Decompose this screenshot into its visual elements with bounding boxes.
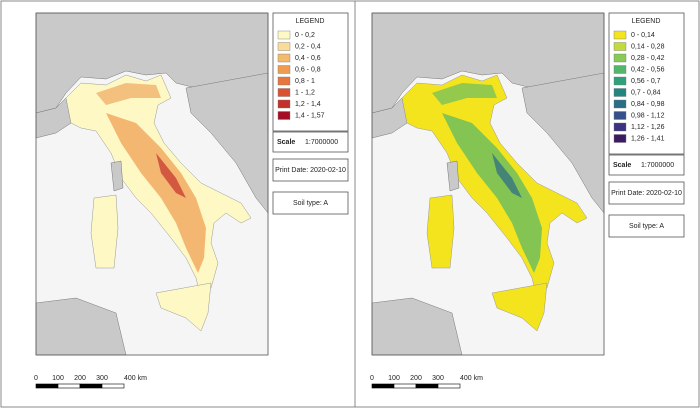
soil-type: Soil type: A bbox=[629, 223, 664, 230]
legend-swatch bbox=[277, 88, 291, 97]
scale-box bbox=[272, 131, 349, 153]
legend-label: 0,56 - 0,7 bbox=[631, 78, 661, 85]
legend-swatch bbox=[613, 30, 627, 40]
legend-label: 1,12 - 1,26 bbox=[631, 124, 665, 131]
scale-bar-segment bbox=[371, 383, 395, 389]
map-panel: LEGEND 0 - 0,14 0,14 - 0,28 0,28 - 0,42 0,42… bbox=[370, 12, 685, 389]
legend-swatch bbox=[613, 76, 627, 86]
scale-bar-segment bbox=[57, 383, 81, 389]
legend-swatch bbox=[613, 134, 627, 143]
legend-label: 0,6 - 0,8 bbox=[295, 66, 321, 73]
legend-title: LEGEND bbox=[296, 18, 325, 25]
legend-label: 0,28 - 0,42 bbox=[631, 55, 665, 62]
sardinia bbox=[90, 194, 119, 269]
corsica bbox=[110, 160, 124, 192]
scale-value: 1:7000000 bbox=[305, 139, 338, 146]
legend-swatch bbox=[613, 65, 627, 74]
print-date: Print Date: 2020-02-10 bbox=[611, 190, 682, 197]
mountains bbox=[442, 113, 542, 273]
scale-bar-label: 400 km bbox=[124, 375, 147, 382]
scale-bar-label: 0 bbox=[370, 375, 374, 382]
scale-box bbox=[608, 154, 685, 176]
sicily bbox=[491, 282, 548, 332]
print-date-box bbox=[608, 181, 685, 205]
scale-bar-segment bbox=[415, 383, 439, 389]
legend-label: 0,4 - 0,6 bbox=[295, 55, 321, 62]
legend-swatch bbox=[613, 42, 627, 51]
legend-label: 1 - 1,2 bbox=[295, 89, 315, 96]
scale-bar-segment bbox=[437, 383, 461, 389]
scale-value: 1:7000000 bbox=[641, 162, 674, 169]
scale-bar-segment bbox=[393, 383, 417, 389]
scale-bar-label: 300 bbox=[432, 375, 444, 382]
legend-label: 1,2 - 1,4 bbox=[295, 101, 321, 108]
mountains bbox=[106, 113, 206, 273]
corsica bbox=[446, 160, 460, 192]
sardinia bbox=[426, 194, 455, 269]
legend-swatch bbox=[613, 53, 627, 63]
scale-bar-segment bbox=[35, 383, 59, 389]
legend-label: 0,42 - 0,56 bbox=[631, 66, 665, 73]
mountains bbox=[96, 83, 161, 105]
legend-swatch bbox=[277, 53, 291, 63]
legend-label: 0,8 - 1 bbox=[295, 78, 315, 85]
scale-bar-label: 300 bbox=[96, 375, 108, 382]
legend-label: 0 - 0,2 bbox=[295, 32, 315, 39]
scale-bar-label: 200 bbox=[410, 375, 422, 382]
legend-swatch bbox=[613, 122, 627, 132]
scale-label: Scale bbox=[613, 162, 631, 169]
print-date: Print Date: 2020-02-10 bbox=[275, 167, 346, 174]
legend-swatch bbox=[277, 111, 291, 120]
legend-label: 0 - 0,14 bbox=[631, 32, 655, 39]
legend-label: 0,98 - 1,12 bbox=[631, 112, 665, 119]
sicily bbox=[155, 282, 212, 332]
map-border bbox=[371, 12, 605, 356]
legend-label: 1,4 - 1,57 bbox=[295, 112, 325, 119]
legend-swatch bbox=[613, 99, 627, 109]
scale-bar-label: 400 km bbox=[460, 375, 483, 382]
legend-swatch bbox=[277, 76, 291, 86]
legend-label: 0,14 - 0,28 bbox=[631, 43, 665, 50]
legend-swatch bbox=[277, 99, 291, 109]
mountains bbox=[432, 83, 497, 105]
legend-swatch bbox=[277, 30, 291, 40]
legend-label: 0,2 - 0,4 bbox=[295, 43, 321, 50]
legend-swatch bbox=[277, 65, 291, 74]
scale-bar-segment bbox=[101, 383, 125, 389]
mountains bbox=[156, 153, 186, 198]
map-frame bbox=[35, 12, 269, 356]
mountains bbox=[492, 153, 522, 198]
map-panel: LEGEND 0 - 0,2 0,2 - 0,4 0,4 - 0,6 0,6 - 0,8… bbox=[34, 12, 349, 389]
print-date-box bbox=[272, 158, 349, 182]
legend-label: 0,7 - 0,84 bbox=[631, 89, 661, 96]
scale-label: Scale bbox=[277, 139, 295, 146]
legend-swatch bbox=[613, 111, 627, 120]
scale-bar-label: 200 bbox=[74, 375, 86, 382]
soil-type: Soil type: A bbox=[293, 200, 328, 207]
legend-label: 0,84 - 0,98 bbox=[631, 101, 665, 108]
scale-bar-segment bbox=[79, 383, 103, 389]
soil-type-box bbox=[608, 214, 685, 238]
soil-type-box bbox=[272, 191, 349, 215]
scale-bar-label: 100 bbox=[52, 375, 64, 382]
legend-label: 1,26 - 1,41 bbox=[631, 135, 665, 142]
map-border bbox=[35, 12, 269, 356]
scale-bar-label: 0 bbox=[34, 375, 38, 382]
legend-swatch bbox=[277, 42, 291, 51]
legend-title: LEGEND bbox=[632, 18, 661, 25]
map-frame bbox=[371, 12, 605, 356]
scale-bar-label: 100 bbox=[388, 375, 400, 382]
legend-swatch bbox=[613, 88, 627, 97]
